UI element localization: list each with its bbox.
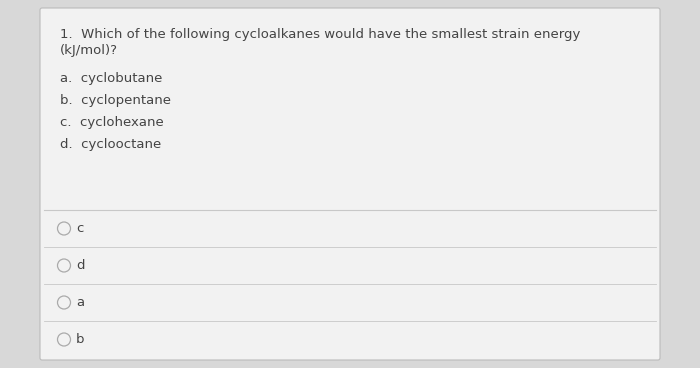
Text: (kJ/mol)?: (kJ/mol)? [60, 44, 118, 57]
Text: b: b [76, 333, 85, 346]
Text: b.  cyclopentane: b. cyclopentane [60, 94, 171, 107]
Text: a: a [76, 296, 84, 309]
FancyBboxPatch shape [40, 8, 660, 360]
Text: c.  cyclohexane: c. cyclohexane [60, 116, 164, 129]
Text: d: d [76, 259, 85, 272]
Text: 1.  Which of the following cycloalkanes would have the smallest strain energy: 1. Which of the following cycloalkanes w… [60, 28, 580, 41]
Text: c: c [76, 222, 83, 235]
Text: d.  cyclooctane: d. cyclooctane [60, 138, 161, 151]
Text: a.  cyclobutane: a. cyclobutane [60, 72, 162, 85]
